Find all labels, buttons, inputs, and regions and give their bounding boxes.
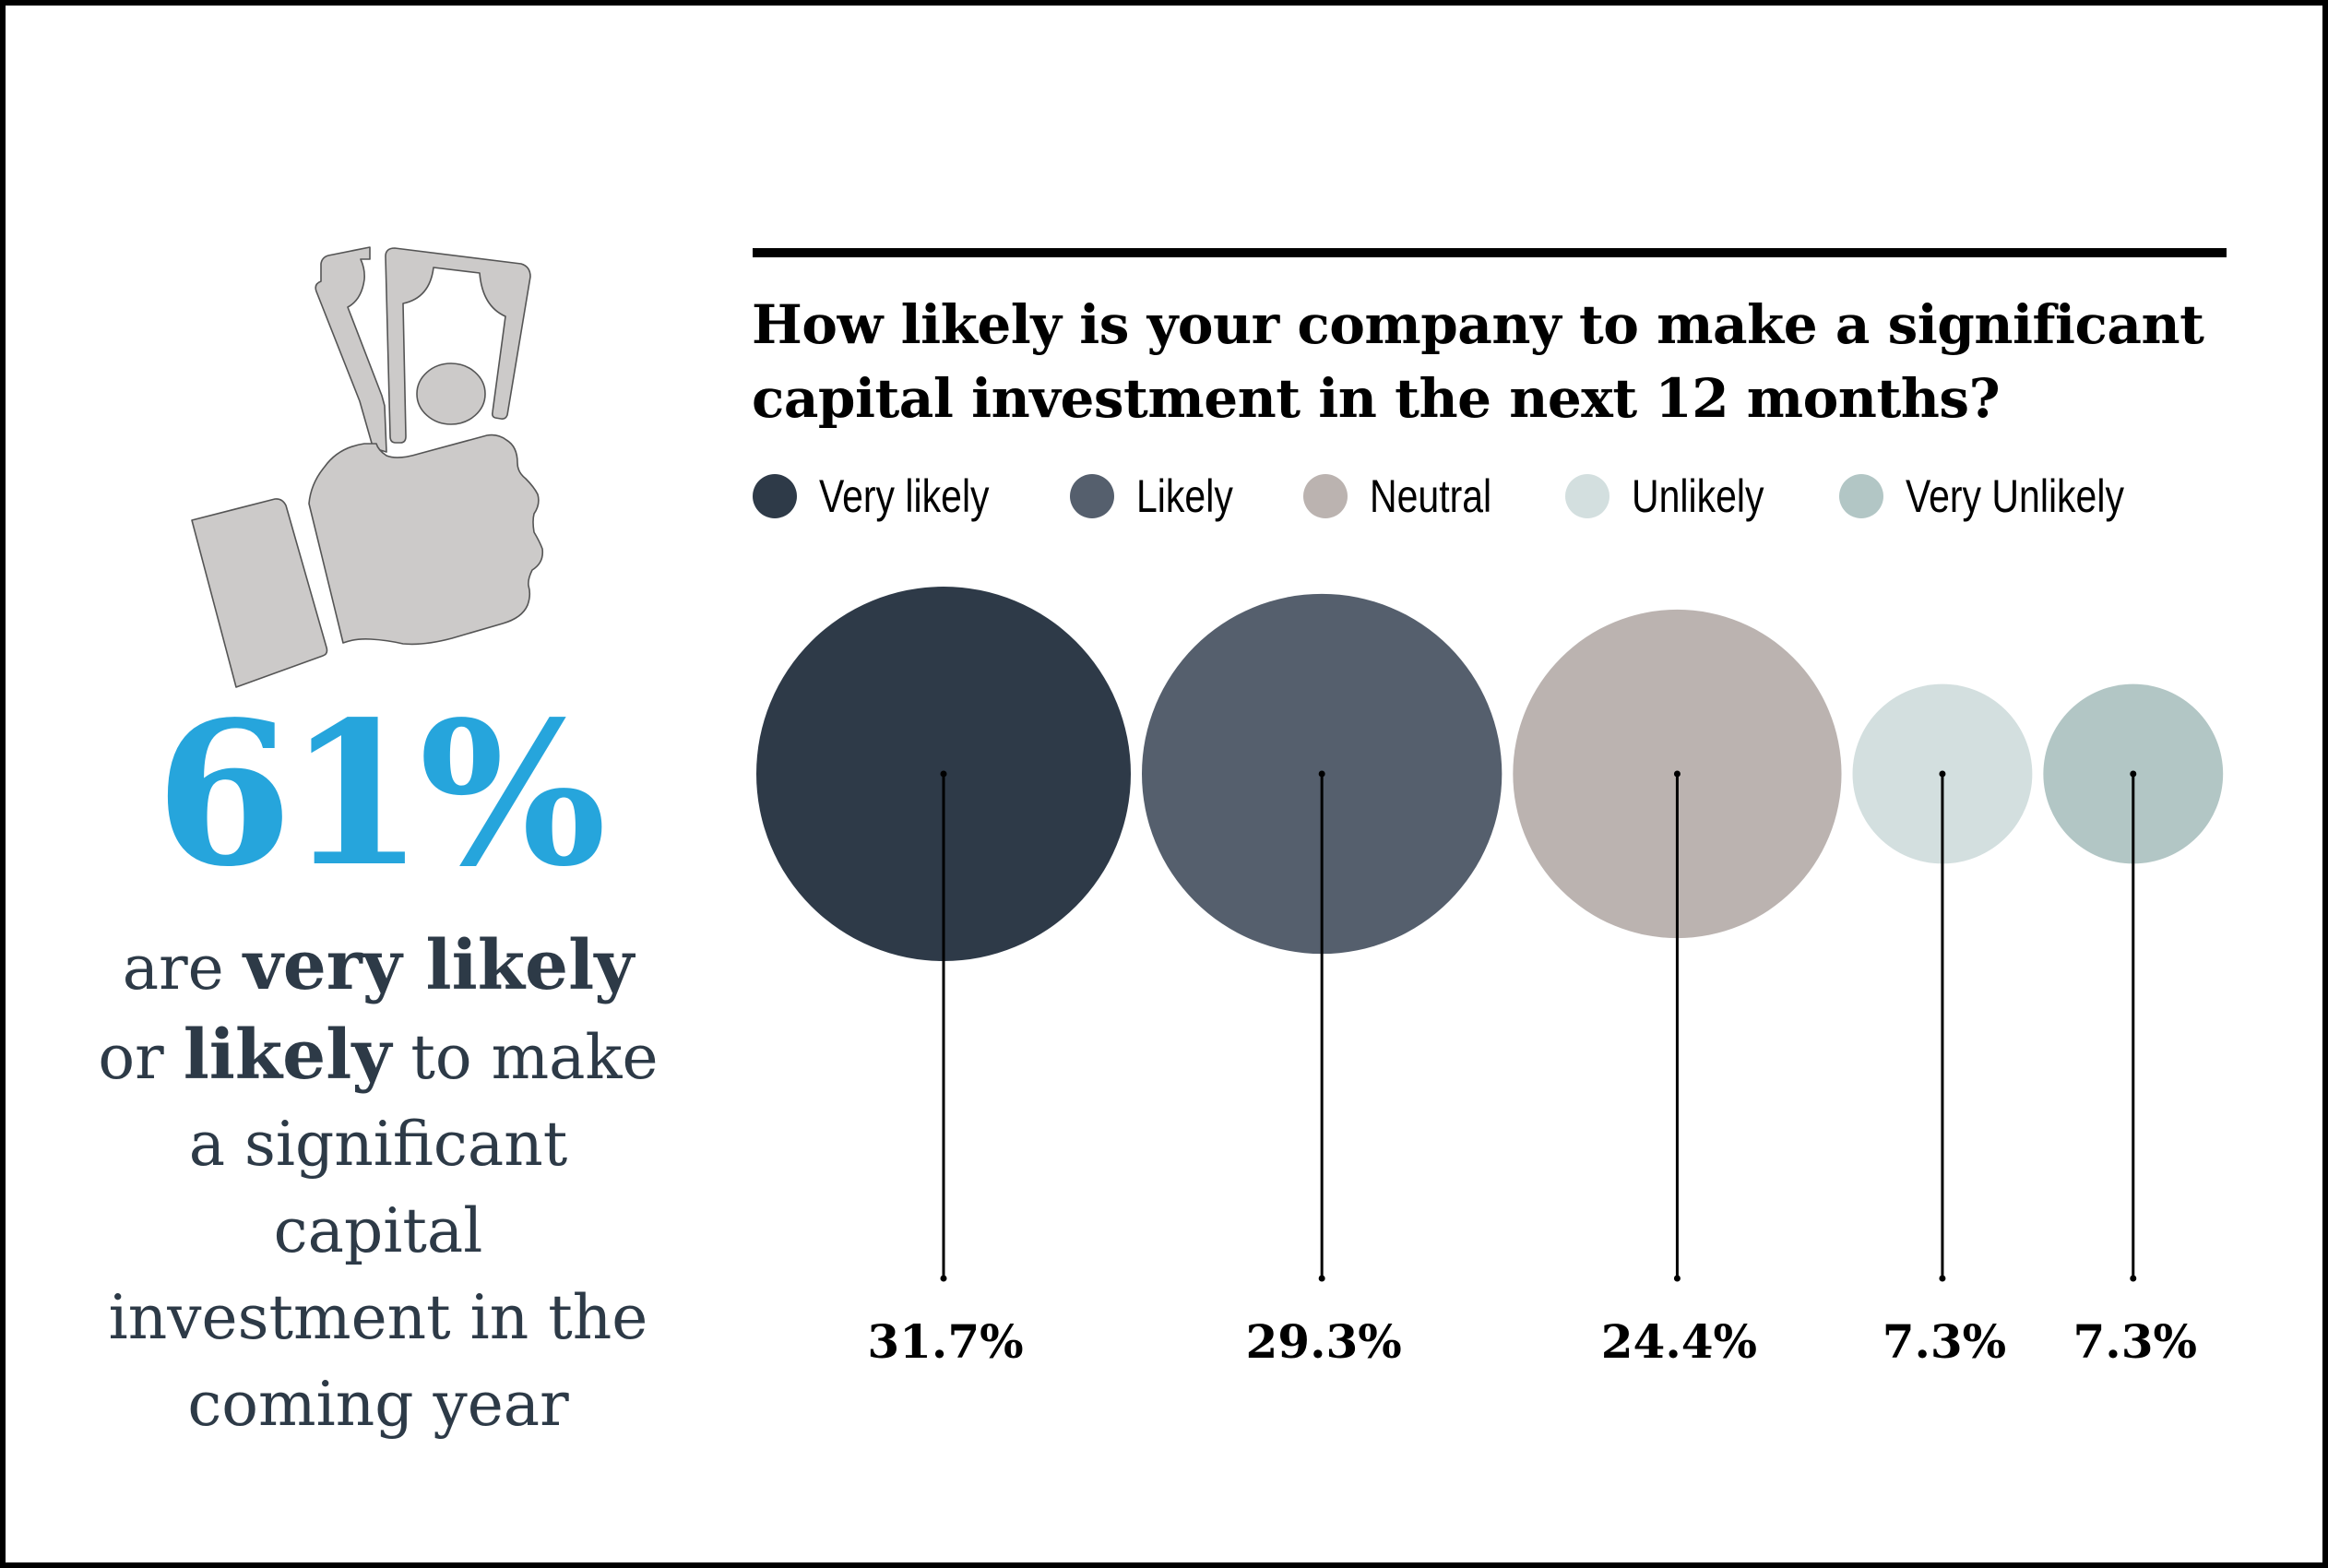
legend-label-very-unlikely: Very Unlikely xyxy=(1906,470,2124,522)
caption-line-1: are very likely xyxy=(122,926,635,1005)
sleeve-shape xyxy=(191,498,328,688)
title-rule xyxy=(753,248,2227,257)
legend-item-likely: Likely xyxy=(1070,469,1254,524)
legend-swatch-very-unlikely xyxy=(1839,474,1883,518)
value-label-very-unlikely: 7.3% xyxy=(2073,1314,2198,1369)
caption-line-6: coming year xyxy=(187,1369,569,1440)
legend-item-very-unlikely: Very Unlikely xyxy=(1839,469,2172,524)
legend-label-neutral: Neutral xyxy=(1370,470,1492,522)
value-label-unlikely: 7.3% xyxy=(1883,1314,2007,1369)
coin-shape xyxy=(416,362,486,425)
value-label-likely: 29.3% xyxy=(1246,1314,1402,1369)
leader-start-dot-likely xyxy=(1318,770,1325,778)
leader-end-dot-unlikely xyxy=(1939,1275,1946,1282)
caption-line-2: or likely to make xyxy=(98,1016,659,1095)
chart-title-line-2: capital investment in the next 12 months… xyxy=(752,367,2001,430)
legend-label-unlikely: Unlikely xyxy=(1632,470,1764,522)
caption-emphasis-very-likely: very likely xyxy=(243,926,635,1005)
legend-swatch-unlikely xyxy=(1565,474,1609,518)
leader-start-dot-very-unlikely xyxy=(2130,770,2137,778)
leader-end-dot-very-likely xyxy=(940,1275,947,1282)
leader-end-dot-neutral xyxy=(1673,1275,1681,1282)
legend-swatch-likely xyxy=(1070,474,1114,518)
caption-line-4: capital xyxy=(273,1195,483,1266)
legend-swatch-very-likely xyxy=(753,474,797,518)
front-bill-shape xyxy=(385,247,531,444)
legend-item-neutral: Neutral xyxy=(1303,469,1518,524)
legend-swatch-neutral xyxy=(1303,474,1348,518)
caption-emphasis-likely: likely xyxy=(183,1016,392,1095)
fist-shape xyxy=(308,434,544,646)
legend-label-very-likely: Very likely xyxy=(819,470,990,522)
stat-caption: are very likely or likely to make a sign… xyxy=(18,922,738,1448)
caption-line-5: investment in the xyxy=(108,1282,648,1353)
chart-title-line-1: How likely is your company to make a sig… xyxy=(752,293,2204,356)
legend-label-likely: Likely xyxy=(1136,470,1233,522)
value-label-very-likely: 31.7% xyxy=(867,1314,1023,1369)
leader-start-dot-neutral xyxy=(1673,770,1681,778)
legend-item-unlikely: Unlikely xyxy=(1565,469,1793,524)
caption-line-3: a significant xyxy=(188,1109,568,1180)
hand-holding-money-icon xyxy=(191,246,544,688)
chart-legend: Very likely Likely Neutral Unlikely Very Unl… xyxy=(0,469,2328,524)
leader-start-dot-unlikely xyxy=(1939,770,1946,778)
chart-title: How likely is your company to make a sig… xyxy=(752,288,2264,435)
leader-end-dot-very-unlikely xyxy=(2130,1275,2137,1282)
value-label-neutral: 24.4% xyxy=(1601,1314,1757,1369)
legend-item-very-likely: Very likely xyxy=(753,469,1027,524)
back-bill-shape xyxy=(315,246,387,453)
leader-end-dot-likely xyxy=(1318,1275,1325,1282)
leader-start-dot-very-likely xyxy=(940,770,947,778)
headline-stat: 61% xyxy=(155,679,606,910)
